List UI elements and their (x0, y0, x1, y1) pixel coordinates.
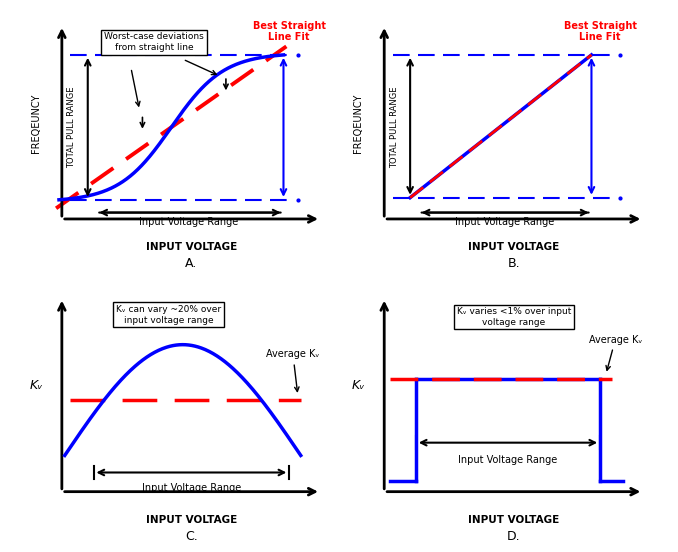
Text: TOTAL PULL RANGE: TOTAL PULL RANGE (67, 87, 77, 168)
Text: Worst-case deviations
from straight line: Worst-case deviations from straight line (104, 33, 204, 52)
Text: B.: B. (507, 257, 520, 270)
Text: FREQEUNCY: FREQEUNCY (353, 93, 363, 153)
Text: Best Straight
Line Fit: Best Straight Line Fit (563, 20, 637, 43)
Text: Kᵥ can vary ~20% over
input voltage range: Kᵥ can vary ~20% over input voltage rang… (116, 305, 221, 325)
Text: D.: D. (507, 530, 521, 543)
Text: INPUT VOLTAGE: INPUT VOLTAGE (468, 242, 559, 252)
Text: Input Voltage Range: Input Voltage Range (139, 217, 238, 227)
Text: Input Voltage Range: Input Voltage Range (456, 217, 555, 227)
Text: FREQEUNCY: FREQEUNCY (31, 93, 41, 153)
Text: INPUT VOLTAGE: INPUT VOLTAGE (468, 515, 559, 525)
Text: TOTAL PULL RANGE: TOTAL PULL RANGE (390, 87, 399, 168)
Text: INPUT VOLTAGE: INPUT VOLTAGE (146, 242, 237, 252)
Text: Kᵥ: Kᵥ (352, 379, 365, 391)
Text: Kᵥ varies <1% over input
voltage range: Kᵥ varies <1% over input voltage range (456, 307, 571, 327)
Text: Input Voltage Range: Input Voltage Range (458, 455, 557, 465)
Text: Average Kᵥ: Average Kᵥ (266, 349, 320, 391)
Text: Average Kᵥ: Average Kᵥ (589, 335, 642, 370)
Text: Input Voltage Range: Input Voltage Range (142, 483, 241, 493)
Text: A.: A. (185, 257, 197, 270)
Text: Kᵥ: Kᵥ (29, 379, 43, 391)
Text: Best Straight
Line Fit: Best Straight Line Fit (253, 20, 325, 43)
Text: C.: C. (185, 530, 198, 543)
Text: INPUT VOLTAGE: INPUT VOLTAGE (146, 515, 237, 525)
